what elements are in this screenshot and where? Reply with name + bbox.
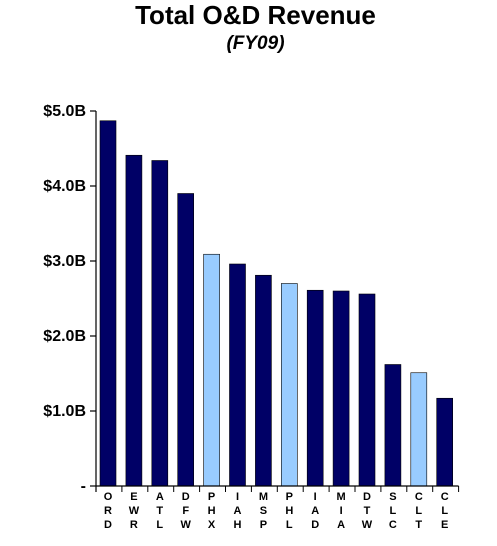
y-tick-label: $1.0B <box>43 403 86 420</box>
y-tick-label: $5.0B <box>43 103 86 120</box>
y-tick-label: - <box>81 478 86 495</box>
bar-atl <box>151 160 169 487</box>
bar-cle <box>436 397 454 487</box>
bar-mia <box>332 290 350 487</box>
bar-msp <box>255 274 272 487</box>
bar-dtw <box>358 293 376 487</box>
y-tick-label: $3.0B <box>43 253 86 270</box>
bar-ord <box>99 120 117 487</box>
bar-dfw <box>177 193 194 487</box>
y-tick-label: $2.0B <box>43 328 86 345</box>
bar-clt <box>410 372 428 487</box>
bar-slc <box>384 364 402 487</box>
bar-iah <box>229 263 246 487</box>
bar-iad <box>306 289 324 487</box>
chart-subtitle: (FY09) <box>226 33 285 54</box>
chart-title: Total O&D Revenue <box>135 0 376 30</box>
bar-phx <box>203 253 220 487</box>
bar-ewr <box>125 154 143 487</box>
bar-phl <box>280 283 298 487</box>
y-tick-label: $4.0B <box>43 178 86 195</box>
